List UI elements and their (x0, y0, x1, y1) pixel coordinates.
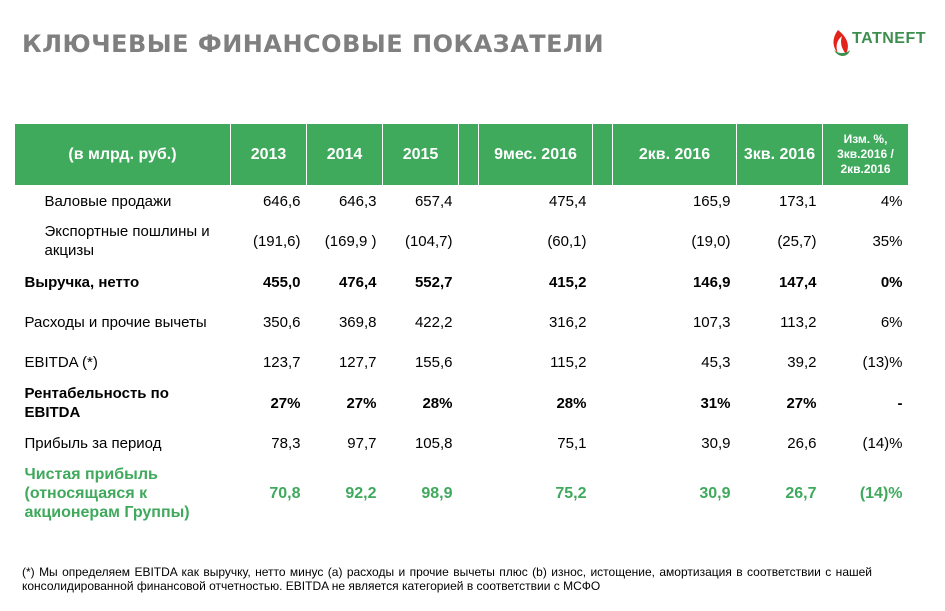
table-row: Валовые продажи 646,6 646,3 657,4 475,4 … (15, 185, 909, 217)
cell-2014: 97,7 (347, 434, 377, 452)
cell-2013: 646,6 (262, 192, 301, 210)
cell-2015: 155,6 (414, 353, 453, 371)
cell-change: 35% (872, 232, 903, 250)
table-row: EBITDA (*) 123,7 127,7 155,6 115,2 45,3 … (15, 345, 909, 379)
cell-9m-2016: 75,1 (557, 434, 587, 452)
cell-3q-2016: 26,6 (787, 434, 817, 452)
cell-2q-2016: 30,9 (699, 484, 731, 502)
table-header-row: (в млрд. руб.) 2013 2014 2015 9мес. 2016… (14, 124, 909, 185)
cell-change: 6% (880, 313, 903, 331)
cell-2013: 27% (270, 394, 301, 412)
cell-9m-2016: 28% (556, 394, 587, 412)
table-row: Рентабельность по EBITDA 27% 27% 28% 28%… (15, 379, 909, 427)
cell-2014: 27% (346, 394, 377, 412)
cell-9m-2016: 415,2 (548, 273, 587, 291)
cell-2q-2016: 30,9 (701, 434, 731, 452)
cell-2014: 476,4 (338, 273, 377, 291)
page-title: КЛЮЧЕВЫЕ ФИНАНСОВЫЕ ПОКАЗАТЕЛИ (22, 30, 605, 58)
col-header-2014: 2014 (306, 124, 383, 185)
cell-9m-2016: 475,4 (548, 192, 587, 210)
cell-9m-2016: 75,2 (555, 484, 587, 502)
cell-change: - (897, 394, 903, 412)
row-label: Экспортные пошлины и акцизы (44, 223, 210, 259)
table-row: Чистая прибыль (относящаяся к акционерам… (15, 459, 909, 527)
table-row: Выручка, нетто 455,0 476,4 552,7 415,2 1… (15, 265, 909, 299)
row-label: Рентабельность по EBITDA (24, 385, 169, 421)
cell-9m-2016: (60,1) (547, 232, 587, 250)
table-row: Экспортные пошлины и акцизы (191,6) (169… (15, 217, 909, 265)
row-label: EBITDA (*) (24, 353, 98, 371)
cell-2013: (191,6) (252, 232, 301, 250)
cell-2014: (169,9 ) (324, 232, 377, 250)
cell-2014: 646,3 (338, 192, 377, 210)
cell-2013: 455,0 (262, 273, 301, 291)
col-header-spacer (592, 124, 613, 185)
cell-2015: 422,2 (414, 313, 453, 331)
col-header-9m-2016: 9мес. 2016 (478, 124, 593, 185)
cell-2014: 127,7 (338, 353, 377, 371)
logo-text: TATNEFT (852, 30, 926, 47)
cell-3q-2016: 39,2 (787, 353, 817, 371)
cell-9m-2016: 115,2 (550, 353, 587, 371)
row-label: Выручка, нетто (24, 273, 140, 291)
cell-2q-2016: 31% (700, 394, 731, 412)
cell-2013: 70,8 (269, 484, 301, 502)
cell-2015: 28% (422, 394, 453, 412)
cell-2q-2016: 165,9 (692, 192, 731, 210)
cell-change: (13)% (862, 353, 903, 371)
row-label: Чистая прибыль (относящаяся к акционерам… (24, 465, 190, 521)
tatneft-logo-icon (833, 30, 850, 56)
cell-change: 4% (880, 192, 903, 210)
footnote: (*) Мы определяем EBITDA как выручку, не… (22, 565, 872, 593)
cell-2q-2016: 107,3 (692, 313, 731, 331)
col-header-2015: 2015 (382, 124, 459, 185)
cell-3q-2016: 27% (786, 394, 817, 412)
cell-2013: 78,3 (271, 434, 301, 452)
cell-9m-2016: 316,2 (548, 313, 587, 331)
cell-2013: 350,6 (262, 313, 301, 331)
cell-change: (14)% (862, 434, 903, 452)
cell-3q-2016: 113,2 (780, 313, 817, 331)
cell-change: (14)% (859, 484, 903, 502)
row-label: Валовые продажи (44, 192, 172, 210)
cell-3q-2016: (25,7) (777, 232, 817, 250)
cell-3q-2016: 26,7 (785, 484, 817, 502)
financial-table: (в млрд. руб.) 2013 2014 2015 9мес. 2016… (14, 124, 909, 527)
cell-2015: 552,7 (414, 273, 453, 291)
cell-3q-2016: 173,1 (778, 192, 817, 210)
cell-2015: 657,4 (414, 192, 453, 210)
cell-2014: 369,8 (338, 313, 377, 331)
cell-3q-2016: 147,4 (778, 273, 817, 291)
cell-2013: 123,7 (262, 353, 301, 371)
col-header-units: (в млрд. руб.) (14, 124, 231, 185)
col-header-spacer (458, 124, 479, 185)
cell-2q-2016: 45,3 (701, 353, 731, 371)
col-header-2013: 2013 (230, 124, 307, 185)
row-label: Прибыль за период (24, 434, 162, 452)
cell-2015: 98,9 (421, 484, 453, 502)
table-row: Расходы и прочие вычеты 350,6 369,8 422,… (15, 299, 909, 345)
col-header-change: Изм. %, 3кв.2016 / 2кв.2016 (822, 124, 909, 185)
table-row: Прибыль за период 78,3 97,7 105,8 75,1 3… (15, 427, 909, 459)
col-header-3q-2016: 3кв. 2016 (736, 124, 823, 185)
col-header-2q-2016: 2кв. 2016 (612, 124, 737, 185)
cell-2q-2016: (19,0) (691, 232, 731, 250)
cell-2014: 92,2 (345, 484, 377, 502)
cell-change: 0% (880, 273, 903, 291)
cell-2015: 105,8 (414, 434, 453, 452)
cell-2q-2016: 146,9 (692, 273, 731, 291)
row-label: Расходы и прочие вычеты (24, 313, 207, 331)
cell-2015: (104,7) (404, 232, 453, 250)
